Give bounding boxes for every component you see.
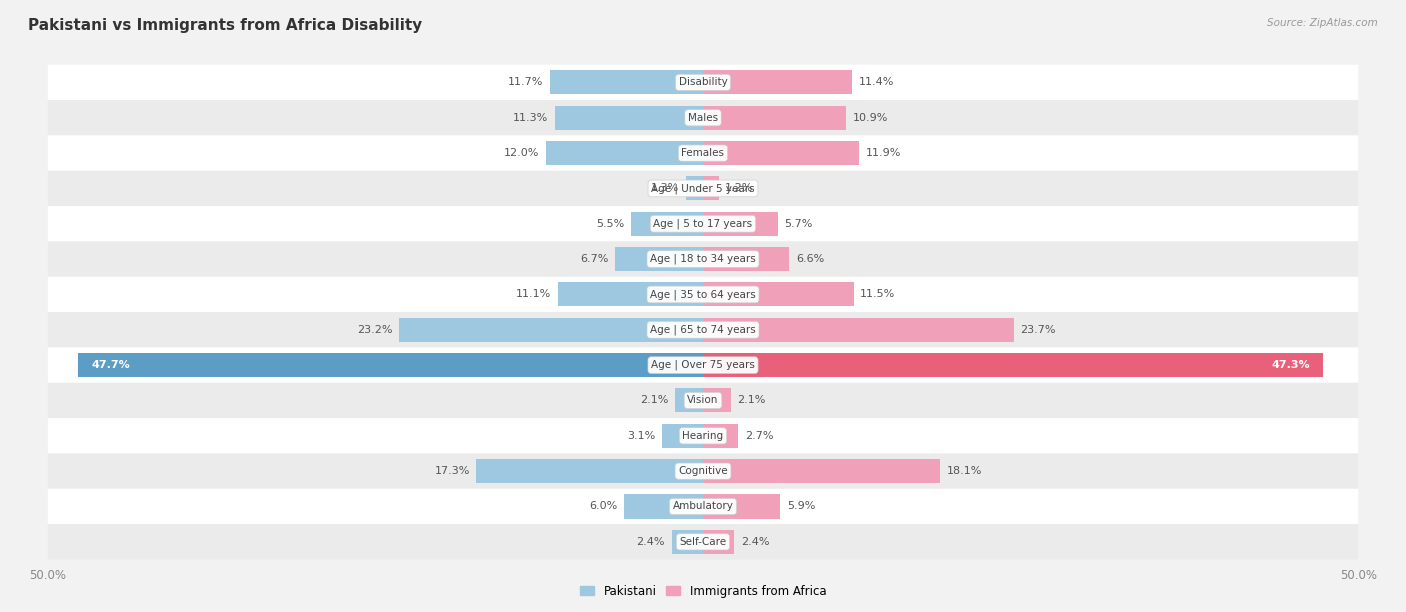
Bar xyxy=(703,176,718,201)
Text: Self-Care: Self-Care xyxy=(679,537,727,547)
Text: Age | Over 75 years: Age | Over 75 years xyxy=(651,360,755,370)
Bar xyxy=(662,424,703,448)
Text: Age | 65 to 74 years: Age | 65 to 74 years xyxy=(650,324,756,335)
Text: Age | 5 to 17 years: Age | 5 to 17 years xyxy=(654,218,752,229)
Bar xyxy=(672,530,703,554)
Bar xyxy=(558,282,703,307)
Text: 23.2%: 23.2% xyxy=(357,325,392,335)
Text: Males: Males xyxy=(688,113,718,123)
Text: 47.3%: 47.3% xyxy=(1271,360,1310,370)
FancyBboxPatch shape xyxy=(48,135,1358,171)
Text: Disability: Disability xyxy=(679,77,727,88)
Bar xyxy=(703,106,846,130)
FancyBboxPatch shape xyxy=(48,453,1358,489)
Bar xyxy=(703,389,731,412)
Text: 2.1%: 2.1% xyxy=(737,395,765,406)
Text: Vision: Vision xyxy=(688,395,718,406)
Text: 3.1%: 3.1% xyxy=(627,431,655,441)
Text: 47.7%: 47.7% xyxy=(91,360,129,370)
Bar xyxy=(546,141,703,165)
Text: 11.4%: 11.4% xyxy=(859,77,894,88)
Text: 10.9%: 10.9% xyxy=(852,113,887,123)
Bar xyxy=(703,247,790,271)
Text: Ambulatory: Ambulatory xyxy=(672,501,734,512)
Text: 11.7%: 11.7% xyxy=(508,77,543,88)
Text: 11.9%: 11.9% xyxy=(866,148,901,158)
Text: Cognitive: Cognitive xyxy=(678,466,728,476)
Text: 6.7%: 6.7% xyxy=(581,254,609,264)
Bar xyxy=(631,212,703,236)
Text: 11.1%: 11.1% xyxy=(516,289,551,299)
Text: 2.4%: 2.4% xyxy=(741,537,769,547)
FancyBboxPatch shape xyxy=(48,206,1358,242)
Bar xyxy=(624,494,703,518)
Bar xyxy=(703,353,1323,377)
Text: 5.7%: 5.7% xyxy=(785,218,813,229)
Text: 5.5%: 5.5% xyxy=(596,218,624,229)
Text: 1.3%: 1.3% xyxy=(651,184,679,193)
Text: 1.2%: 1.2% xyxy=(725,184,754,193)
Bar xyxy=(686,176,703,201)
FancyBboxPatch shape xyxy=(48,100,1358,135)
Legend: Pakistani, Immigrants from Africa: Pakistani, Immigrants from Africa xyxy=(575,580,831,602)
Text: 5.9%: 5.9% xyxy=(787,501,815,512)
Text: 6.6%: 6.6% xyxy=(796,254,824,264)
Text: 11.5%: 11.5% xyxy=(860,289,896,299)
Bar xyxy=(703,70,852,94)
FancyBboxPatch shape xyxy=(48,277,1358,312)
Bar xyxy=(399,318,703,342)
Bar xyxy=(703,459,941,483)
FancyBboxPatch shape xyxy=(48,382,1358,418)
FancyBboxPatch shape xyxy=(48,65,1358,100)
Bar xyxy=(703,424,738,448)
Bar xyxy=(703,282,853,307)
Text: 2.7%: 2.7% xyxy=(745,431,773,441)
Text: Hearing: Hearing xyxy=(682,431,724,441)
Text: Pakistani vs Immigrants from Africa Disability: Pakistani vs Immigrants from Africa Disa… xyxy=(28,18,422,34)
FancyBboxPatch shape xyxy=(48,418,1358,453)
Text: Age | Under 5 years: Age | Under 5 years xyxy=(651,183,755,193)
Bar xyxy=(550,70,703,94)
FancyBboxPatch shape xyxy=(48,171,1358,206)
Bar xyxy=(616,247,703,271)
Bar xyxy=(703,530,734,554)
Text: 2.4%: 2.4% xyxy=(637,537,665,547)
FancyBboxPatch shape xyxy=(48,242,1358,277)
Bar xyxy=(675,389,703,412)
FancyBboxPatch shape xyxy=(48,312,1358,348)
Text: Females: Females xyxy=(682,148,724,158)
Bar xyxy=(703,141,859,165)
Text: 2.1%: 2.1% xyxy=(641,395,669,406)
Text: 12.0%: 12.0% xyxy=(503,148,538,158)
Bar xyxy=(555,106,703,130)
Bar xyxy=(703,212,778,236)
Text: 17.3%: 17.3% xyxy=(434,466,470,476)
FancyBboxPatch shape xyxy=(48,348,1358,382)
Text: 11.3%: 11.3% xyxy=(513,113,548,123)
Text: Age | 35 to 64 years: Age | 35 to 64 years xyxy=(650,289,756,300)
Bar xyxy=(77,353,703,377)
Text: 6.0%: 6.0% xyxy=(589,501,617,512)
Bar xyxy=(703,318,1014,342)
Bar xyxy=(477,459,703,483)
FancyBboxPatch shape xyxy=(48,489,1358,524)
Text: Age | 18 to 34 years: Age | 18 to 34 years xyxy=(650,254,756,264)
Bar xyxy=(703,494,780,518)
Text: 18.1%: 18.1% xyxy=(946,466,983,476)
FancyBboxPatch shape xyxy=(48,524,1358,559)
Text: 23.7%: 23.7% xyxy=(1021,325,1056,335)
Text: Source: ZipAtlas.com: Source: ZipAtlas.com xyxy=(1267,18,1378,28)
